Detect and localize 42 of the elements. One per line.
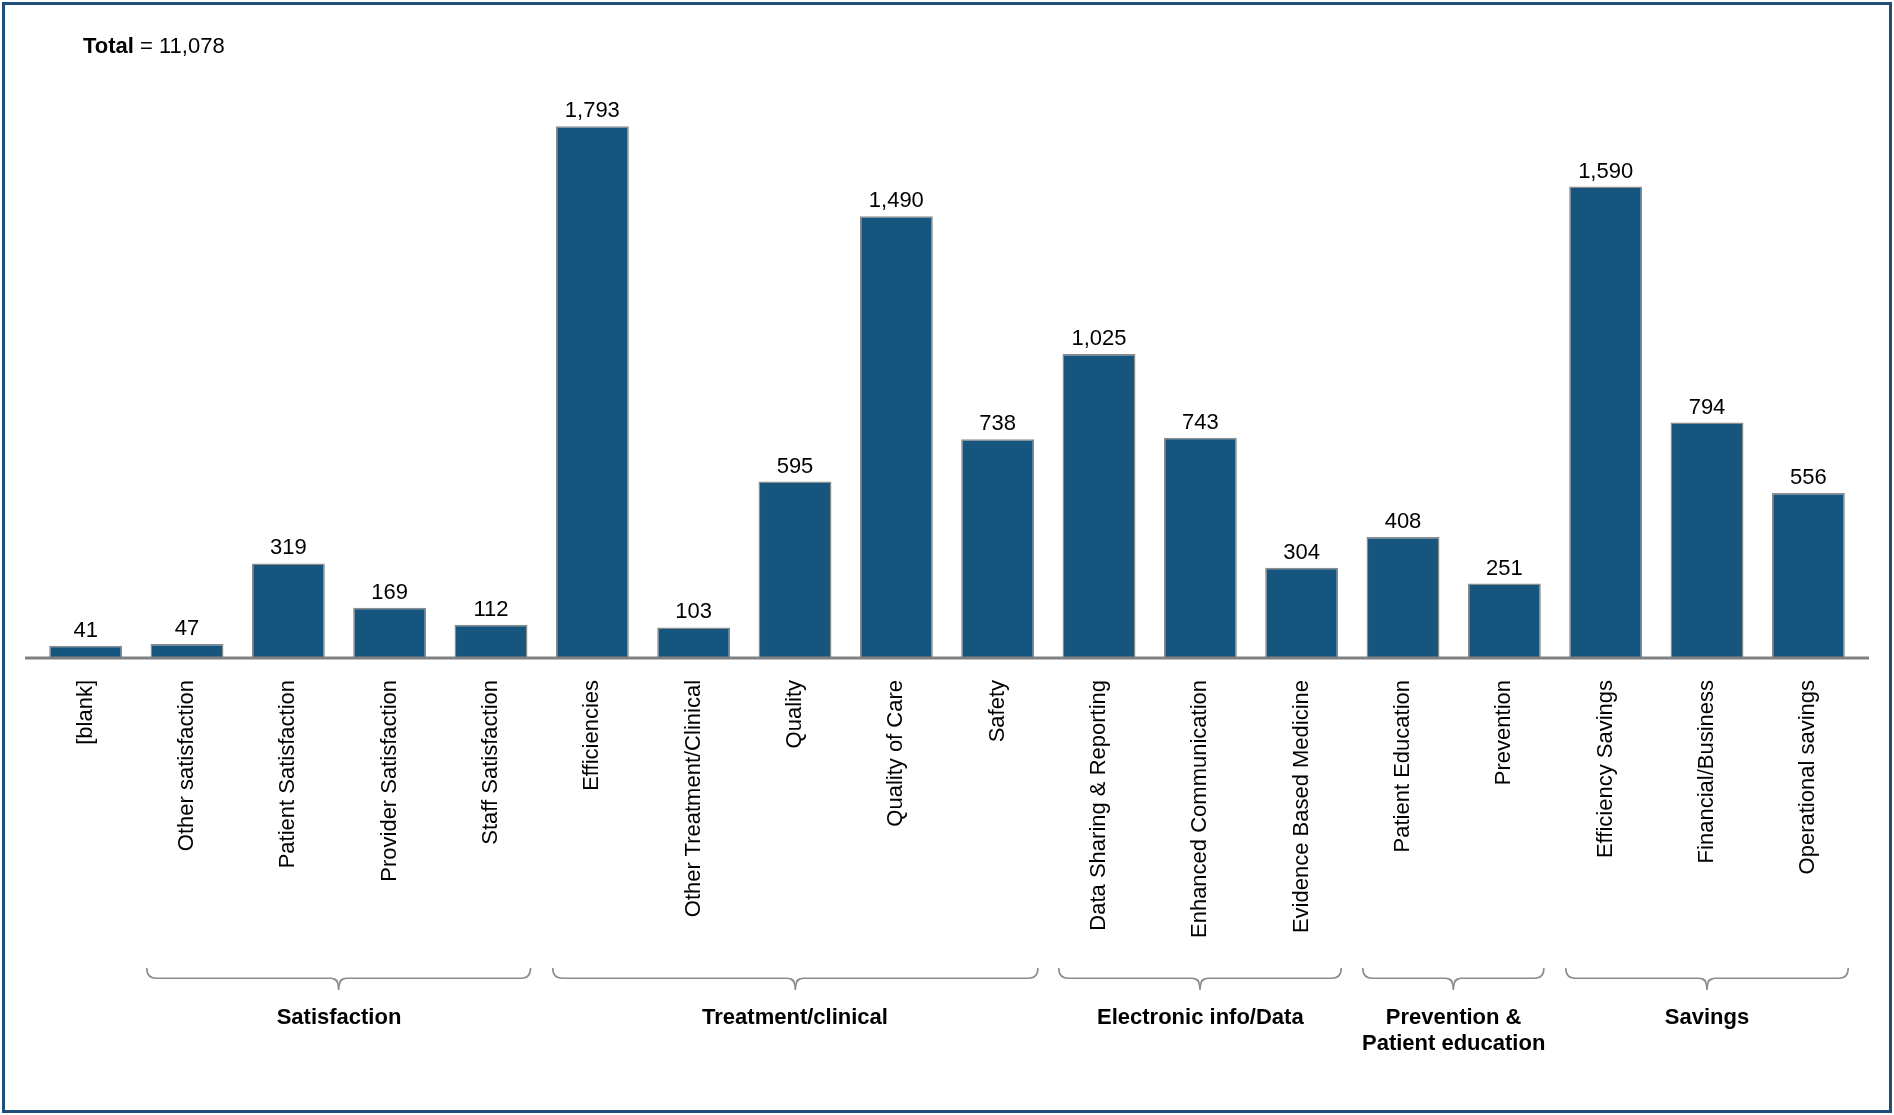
- data-label: 794: [1688, 393, 1726, 419]
- x-tick-label: Efficiency Savings: [1591, 679, 1617, 859]
- data-label: 1,025: [1071, 325, 1127, 351]
- text: Savings: [1663, 1004, 1751, 1030]
- data-label: 743: [1181, 408, 1219, 434]
- data-label: 103: [675, 598, 713, 624]
- data-label: 556: [1789, 464, 1827, 490]
- x-tick-label: Patient Satisfaction: [274, 679, 300, 869]
- x-tick-label: Safety: [983, 679, 1009, 743]
- data-label: 47: [174, 615, 200, 641]
- data-label: 169: [371, 578, 409, 604]
- data-label: 1,590: [1578, 157, 1634, 183]
- text: Electronic info/Data: [1096, 1004, 1305, 1030]
- data-label: 41: [73, 616, 98, 642]
- data-label: 1,490: [868, 187, 924, 213]
- x-tick-label: Other Treatment/Clinical: [679, 679, 705, 918]
- x-tick-label: [blank]: [71, 679, 97, 745]
- data-label: 304: [1283, 538, 1321, 564]
- data-label: 595: [776, 452, 814, 478]
- data-label: 408: [1384, 508, 1422, 534]
- x-tick-label: Provider Satisfaction: [375, 679, 401, 882]
- text: Satisfaction: [275, 1004, 403, 1030]
- x-tick-label: Patient Education: [1389, 679, 1415, 853]
- x-tick-label: Financial/Business: [1693, 679, 1719, 864]
- x-tick-label: Efficiencies: [578, 679, 604, 791]
- x-tick-label: Other satisfaction: [173, 679, 199, 852]
- data-label: 1,793: [564, 97, 620, 123]
- x-tick-label: Evidence Based Medicine: [1287, 679, 1313, 934]
- data-label: 112: [473, 595, 509, 621]
- x-tick-label: Quality: [781, 679, 807, 749]
- x-tick-label: Prevention: [1490, 679, 1516, 786]
- text: Total = 11,078: [83, 33, 225, 59]
- data-label: 319: [269, 534, 307, 560]
- x-tick-label: Data Sharing & Reporting: [1085, 679, 1111, 931]
- x-tick-label: Quality of Care: [882, 679, 908, 827]
- x-tick-label: Enhanced Communication: [1186, 679, 1212, 939]
- x-tick-label: Operational savings: [1794, 679, 1820, 875]
- text: Treatment/clinical: [701, 1004, 889, 1030]
- data-label: 738: [979, 410, 1017, 436]
- text: Prevention & Patient education: [1360, 1004, 1547, 1056]
- x-tick-label: Staff Satisfaction: [477, 679, 503, 845]
- data-label: 251: [1485, 554, 1523, 580]
